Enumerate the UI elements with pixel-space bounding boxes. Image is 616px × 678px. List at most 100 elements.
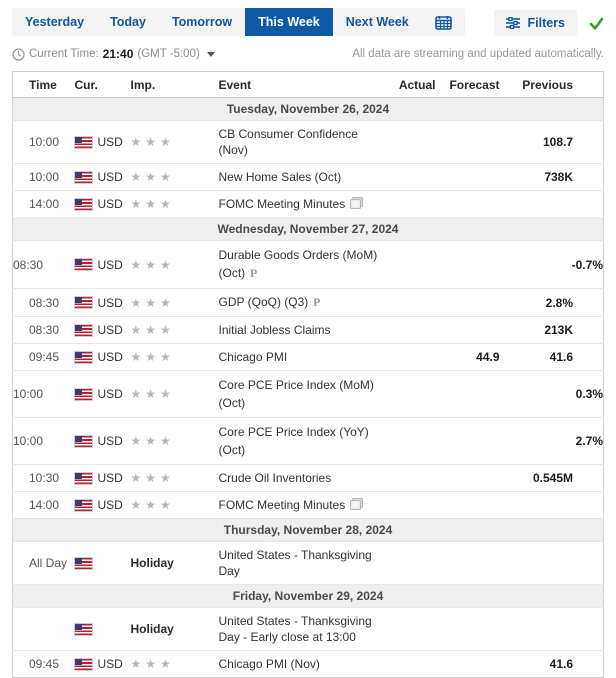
- calendar-button[interactable]: [422, 8, 465, 36]
- event-row[interactable]: 08:30 USD ★★★ GDP (QoQ) (Q3) P 2.8%: [12, 288, 604, 317]
- event-line: United States - Thanksgiving Day: [218, 548, 372, 578]
- currency-cell: USD: [73, 240, 131, 289]
- event-row[interactable]: 14:00 USD ★★★ FOMC Meeting Minutes: [12, 491, 604, 519]
- previous-cell: 41.6: [499, 650, 604, 678]
- importance-cell: ★★★: [130, 417, 219, 465]
- tab-tomorrow[interactable]: Tomorrow: [171, 15, 233, 29]
- previous-cell: [499, 491, 604, 519]
- report-icon[interactable]: [350, 498, 364, 510]
- event-line: Core PCE Price Index (MoM): [218, 378, 374, 392]
- event-cell[interactable]: New Home Sales (Oct): [218, 163, 384, 191]
- forecast-cell: [435, 240, 500, 289]
- chevron-down-icon[interactable]: [206, 51, 215, 57]
- clock-icon: [12, 47, 25, 61]
- col-imp: Imp.: [130, 71, 219, 98]
- importance-cell: ★★★: [130, 370, 219, 418]
- currency-code: USD: [97, 197, 123, 211]
- event-line: (Oct): [218, 396, 246, 410]
- currency-code: USD: [97, 434, 123, 448]
- event-row[interactable]: 10:00 USD ★★★ CB Consumer Confidence (Nov) 1…: [12, 120, 604, 164]
- event-line: FOMC Meeting Minutes: [219, 196, 384, 212]
- time-cell: 10:00: [12, 417, 75, 465]
- event-row[interactable]: 08:30 USD ★★★ Initial Jobless Claims 213K: [12, 316, 604, 344]
- filters-button[interactable]: Filters: [494, 10, 577, 36]
- currency-code: USD: [97, 170, 123, 184]
- importance-cell: ★★★: [130, 288, 219, 317]
- event-row[interactable]: 10:00 USD ★★★ Core PCE Price Index (YoY) (Oc…: [12, 417, 604, 465]
- us-flag-icon: [73, 170, 93, 184]
- event-line: Core PCE Price Index (YoY): [218, 425, 369, 439]
- event-line: (Oct) P: [218, 266, 258, 280]
- event-cell[interactable]: United States - Thanksgiving Day - Early…: [218, 607, 384, 651]
- right-controls: Filters: [494, 8, 604, 36]
- timezone-label: (GMT -5:00): [137, 48, 200, 60]
- tab-yesterday[interactable]: Yesterday: [25, 15, 85, 29]
- event-cell[interactable]: Initial Jobless Claims: [218, 316, 384, 344]
- tab-next-week[interactable]: Next Week: [345, 15, 409, 29]
- day-header-row: Friday, November 29, 2024: [12, 584, 604, 608]
- us-flag-icon: [73, 350, 93, 364]
- event-cell[interactable]: Crude Oil Inventories: [218, 464, 384, 492]
- actual-cell: [383, 288, 436, 317]
- importance-cell: ★★★: [130, 240, 219, 289]
- currency-wrap: USD: [73, 258, 131, 272]
- time-cell: All Day: [12, 541, 75, 585]
- importance-stars: ★★★: [130, 135, 175, 149]
- event-line: (Oct): [218, 443, 246, 457]
- holiday-row[interactable]: All Day Holiday United States - Thanksgivi…: [12, 541, 604, 585]
- streaming-note: All data are streaming and updated autom…: [352, 48, 604, 60]
- forecast-cell: [435, 607, 500, 651]
- currency-wrap: USD: [73, 170, 131, 184]
- importance-stars: ★★★: [130, 197, 175, 211]
- us-flag-icon: [73, 323, 93, 337]
- event-row[interactable]: 09:45 USD ★★★ Chicago PMI 44.9 41.6: [12, 343, 604, 371]
- currency-cell: USD: [73, 417, 131, 465]
- currency-wrap: USD: [73, 350, 131, 364]
- time-cell: [12, 607, 75, 651]
- importance-cell: ★★★: [130, 491, 219, 519]
- event-cell[interactable]: Chicago PMI: [218, 343, 384, 371]
- currency-cell: USD: [73, 343, 131, 371]
- currency-cell: USD: [73, 163, 131, 191]
- currency-code: USD: [97, 135, 123, 149]
- actual-cell: [383, 491, 436, 519]
- event-cell[interactable]: FOMC Meeting Minutes: [218, 491, 384, 519]
- day-header-label: Thursday, November 28, 2024: [12, 518, 604, 542]
- event-cell[interactable]: FOMC Meeting Minutes: [218, 190, 384, 218]
- importance-cell: ★★★: [130, 316, 219, 344]
- actual-cell: [383, 163, 436, 191]
- currency-code: USD: [97, 657, 123, 671]
- event-row[interactable]: 10:30 USD ★★★ Crude Oil Inventories 0.545M: [12, 464, 604, 492]
- currency-cell: USD: [73, 491, 131, 519]
- event-cell[interactable]: Durable Goods Orders (MoM) (Oct) P: [218, 240, 384, 289]
- event-row[interactable]: 09:45 USD ★★★ Chicago PMI (Nov) 41.6: [12, 650, 604, 678]
- tab-this-week[interactable]: This Week: [245, 8, 333, 36]
- event-cell[interactable]: Chicago PMI (Nov): [218, 650, 384, 678]
- calendar-icon: [434, 15, 452, 30]
- us-flag-icon: [73, 296, 93, 309]
- col-actual: Actual: [383, 71, 436, 98]
- event-cell[interactable]: United States - Thanksgiving Day: [218, 541, 384, 585]
- forecast-cell: [435, 288, 500, 317]
- us-flag-icon: [73, 258, 93, 271]
- event-cell[interactable]: Core PCE Price Index (YoY) (Oct): [218, 417, 384, 465]
- event-row[interactable]: 08:30 USD ★★★ Durable Goods Orders (MoM) (Oc…: [12, 240, 604, 289]
- event-row[interactable]: 10:00 USD ★★★ Core PCE Price Index (MoM) (Oc…: [12, 370, 604, 418]
- event-cell[interactable]: CB Consumer Confidence (Nov): [218, 120, 384, 164]
- tab-today[interactable]: Today: [110, 15, 146, 29]
- event-cell[interactable]: GDP (QoQ) (Q3) P: [218, 288, 384, 317]
- current-time[interactable]: Current Time: 21:40 (GMT -5:00): [12, 47, 215, 61]
- holiday-label: Holiday: [130, 556, 174, 570]
- holiday-row[interactable]: Holiday United States - Thanksgiving Day …: [12, 607, 604, 651]
- green-check-icon: [589, 17, 604, 30]
- actual-cell: [383, 650, 436, 678]
- col-time: Time: [12, 71, 75, 98]
- currency-wrap: USD: [73, 296, 131, 310]
- event-row[interactable]: 10:00 USD ★★★ New Home Sales (Oct) 738K: [12, 163, 604, 191]
- event-row[interactable]: 14:00 USD ★★★ FOMC Meeting Minutes: [12, 190, 604, 218]
- currency-code: USD: [97, 471, 123, 485]
- event-cell[interactable]: Core PCE Price Index (MoM) (Oct): [218, 370, 384, 418]
- report-icon[interactable]: [350, 197, 364, 209]
- importance-cell: ★★★: [130, 464, 219, 492]
- us-flag-icon: [73, 387, 93, 401]
